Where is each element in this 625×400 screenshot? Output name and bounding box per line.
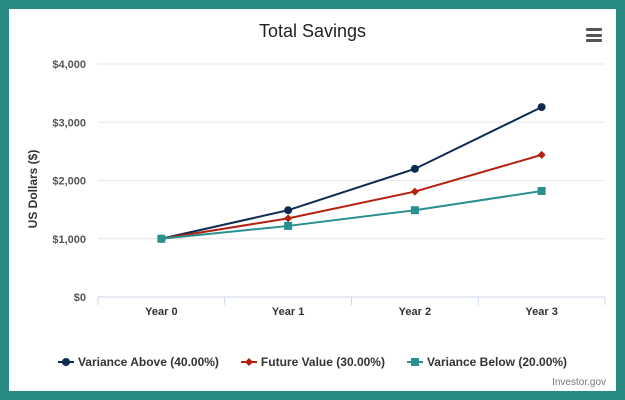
data-point-square <box>284 221 293 230</box>
legend-label: Variance Below (20.00%) <box>426 355 568 369</box>
data-point-square <box>410 206 419 215</box>
y-tick-label: $4,000 <box>52 59 86 71</box>
data-point-square <box>537 186 546 195</box>
chart-title: Total Savings <box>258 21 367 41</box>
legend: Variance Above (40.00%) Future Value (30… <box>9 355 616 369</box>
data-point-diamond <box>410 187 419 196</box>
y-tick-label: $3,000 <box>52 117 86 129</box>
y-tick-label: $0 <box>74 292 86 304</box>
legend-symbol-circle-icon <box>57 358 74 366</box>
credit-link[interactable]: Investor.gov <box>552 377 606 388</box>
data-point-circle <box>410 164 419 173</box>
legend-symbol-diamond-icon <box>240 358 257 366</box>
legend-item-future-value[interactable]: Future Value (30.00%) <box>240 355 385 369</box>
chart-container: Total Savings US Dollars ($) Variance Ab… <box>9 9 616 391</box>
data-point-square <box>157 234 166 243</box>
series-line <box>161 153 542 240</box>
y-tick-label: $2,000 <box>52 176 86 188</box>
legend-label: Variance Above (40.00%) <box>77 355 219 369</box>
legend-item-variance-below[interactable]: Variance Below (20.00%) <box>406 355 568 369</box>
x-tick-label: Year 2 <box>399 306 431 318</box>
x-tick-label: Year 1 <box>272 306 304 318</box>
series-line <box>161 189 542 240</box>
x-tick-label: Year 0 <box>145 306 177 318</box>
series-line <box>161 106 543 240</box>
y-tick-label: $1,000 <box>52 234 86 246</box>
legend-label: Future Value (30.00%) <box>260 355 385 369</box>
data-point-circle <box>537 103 546 112</box>
legend-item-variance-above[interactable]: Variance Above (40.00%) <box>57 355 219 369</box>
hamburger-menu-icon[interactable] <box>586 28 602 42</box>
data-point-circle <box>284 206 293 215</box>
x-tick-label: Year 3 <box>525 306 557 318</box>
data-point-diamond <box>537 150 546 159</box>
data-point-diamond <box>284 214 293 223</box>
legend-symbol-square-icon <box>406 358 423 366</box>
